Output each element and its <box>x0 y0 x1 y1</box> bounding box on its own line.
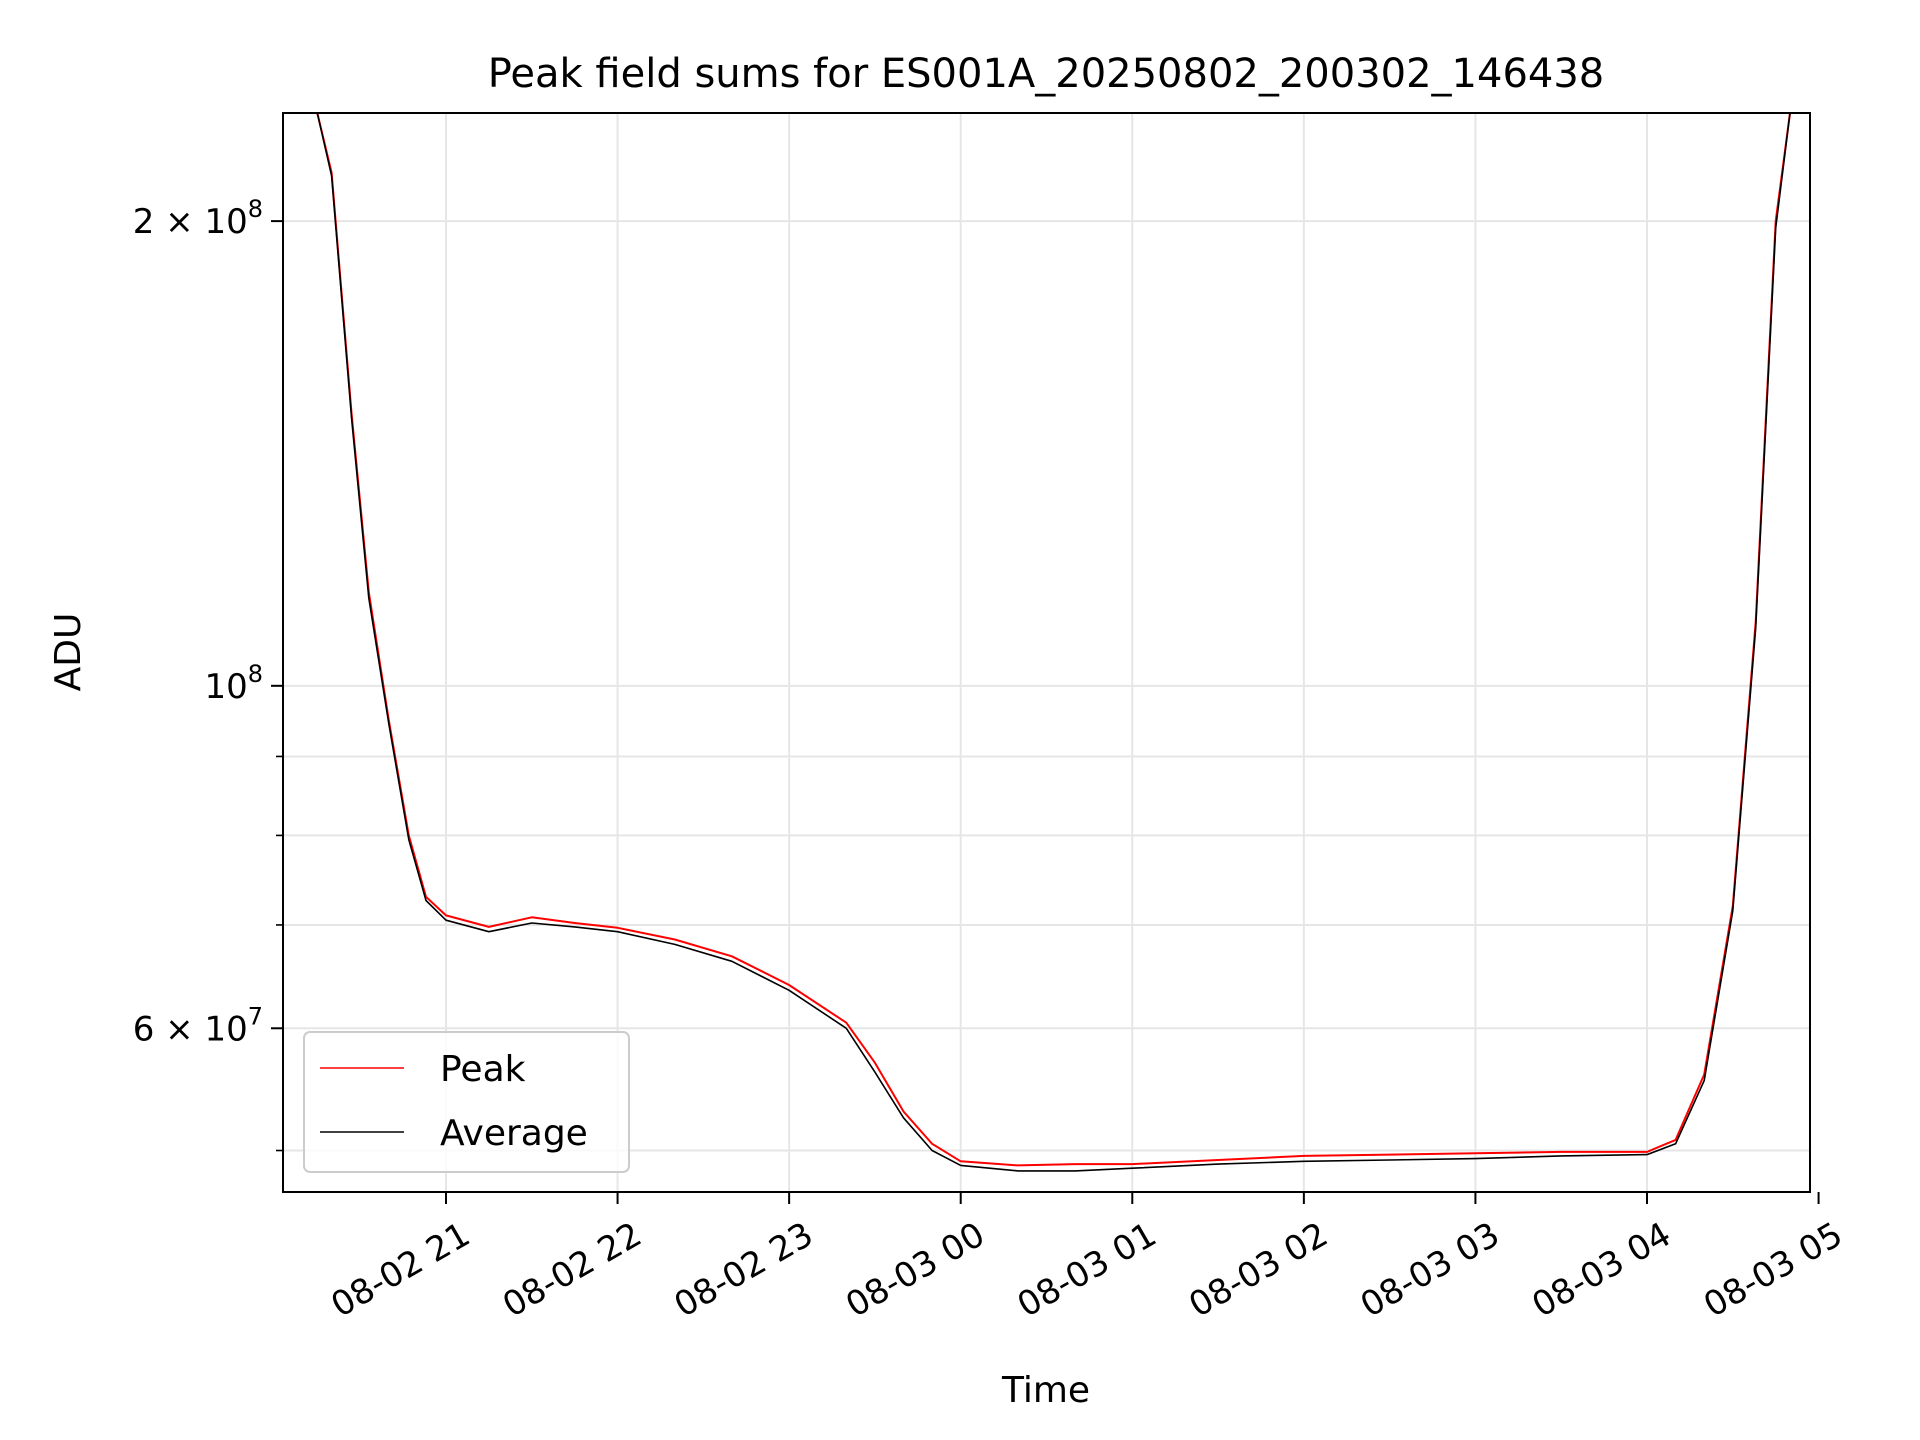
series-line-average <box>283 112 1810 1172</box>
y-axis-label: ADU <box>48 613 89 692</box>
y-tick-label: 6 × 107 <box>133 1002 263 1049</box>
x-axis-label: Time <box>1001 1370 1090 1411</box>
legend: Peak Average <box>303 1031 630 1173</box>
legend-label-peak: Peak <box>440 1049 526 1090</box>
y-axis: 6 × 107 108 2 × 108 <box>133 195 283 1152</box>
plot-frame <box>282 112 1811 1193</box>
chart-title: Peak field sums for ES001A_20250802_2003… <box>488 51 1605 97</box>
legend-label-average: Average <box>440 1113 588 1154</box>
y-tick-label: 108 <box>204 660 263 707</box>
grid <box>283 113 1810 1192</box>
y-tick-label: 2 × 108 <box>133 195 263 242</box>
series-layer <box>283 112 1810 1172</box>
legend-box <box>303 1031 630 1173</box>
